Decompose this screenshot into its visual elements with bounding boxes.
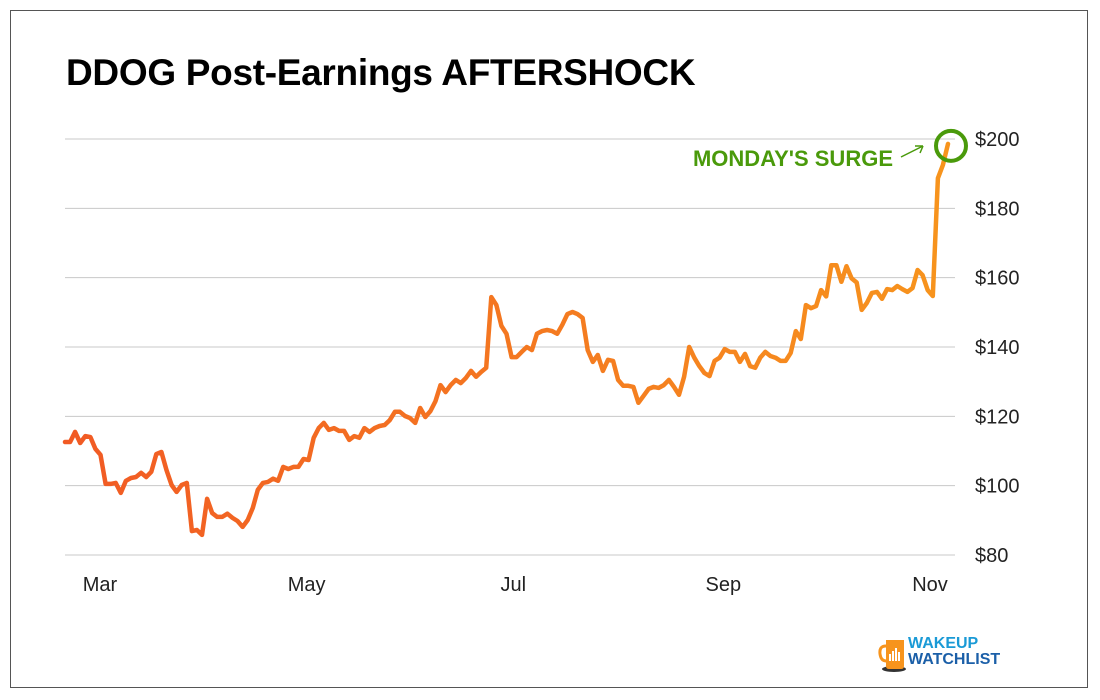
x-tick-label: May — [288, 574, 326, 596]
x-tick-label: Nov — [912, 574, 948, 596]
x-tick-label: Jul — [501, 574, 527, 596]
x-tick-label: Sep — [706, 574, 742, 596]
y-tick-label: $160 — [975, 268, 1020, 290]
y-tick-label: $100 — [975, 476, 1020, 498]
surge-highlight-circle — [934, 128, 968, 163]
annotation-label: MONDAY'S SURGE — [693, 146, 893, 171]
wakeup-watchlist-logo: WAKEUP WATCHLIST — [878, 634, 1038, 674]
chart-frame — [10, 10, 1088, 688]
logo-line-1: WAKEUP — [908, 635, 979, 652]
x-tick-label: Mar — [83, 574, 118, 596]
price-line — [62, 141, 951, 538]
chart-title: DDOG Post-Earnings AFTERSHOCK — [66, 52, 696, 93]
annotation-arrowhead — [915, 145, 924, 154]
y-tick-label: $200 — [975, 129, 1020, 151]
y-tick-label: $120 — [975, 406, 1020, 428]
y-tick-label: $140 — [975, 337, 1020, 359]
y-tick-label: $180 — [975, 198, 1020, 220]
logo-line-2: WATCHLIST — [908, 651, 1001, 668]
y-tick-label: $80 — [975, 545, 1008, 567]
annotation-arrow — [900, 145, 924, 158]
coffee-mug-icon — [878, 640, 906, 672]
